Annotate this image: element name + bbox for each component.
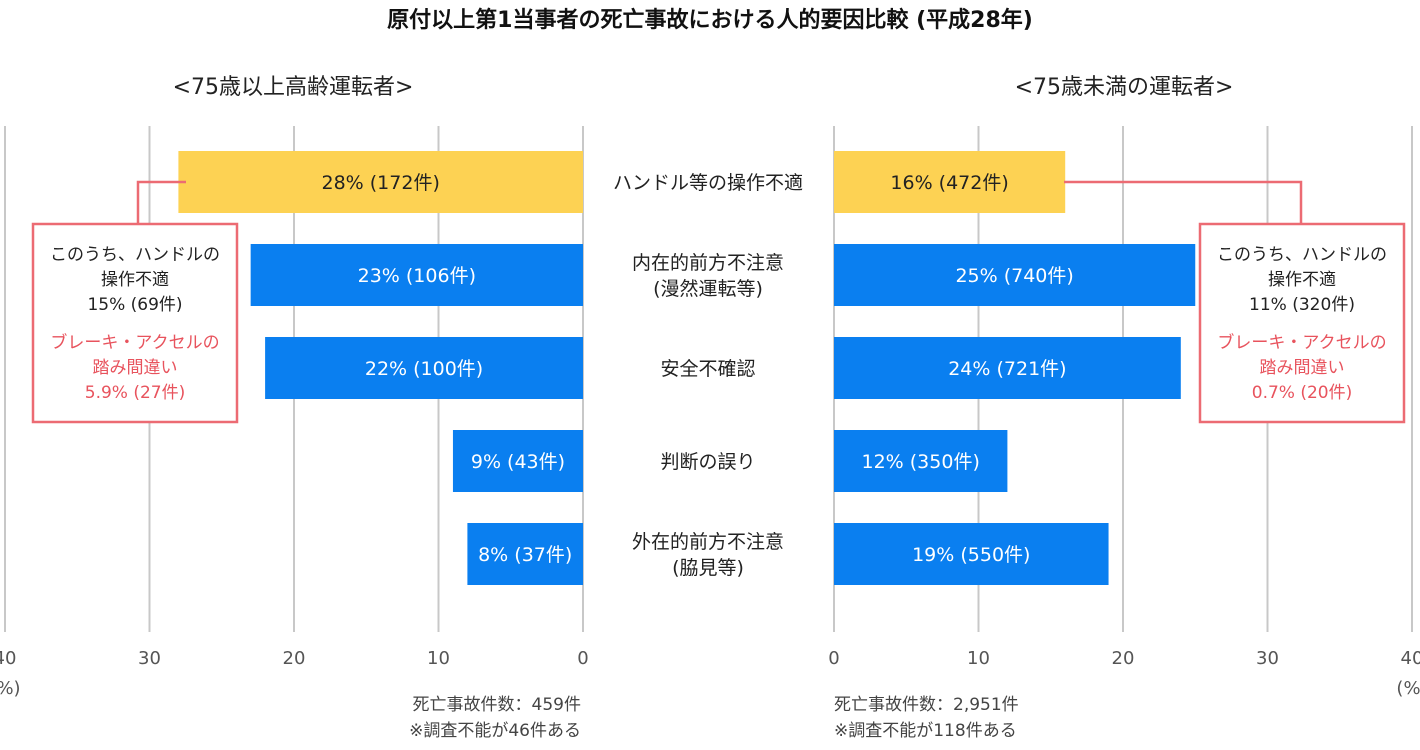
- bar-label-left-0: 28% (172件): [322, 172, 440, 194]
- bar-label-left-4: 8% (37件): [478, 544, 572, 566]
- tick-label-left-20: 20: [283, 648, 306, 669]
- callout-box-left: [31, 222, 239, 424]
- bar-label-right-3: 12% (350件): [862, 451, 980, 473]
- tick-label-right-40: 40: [1401, 648, 1420, 669]
- note-left-0: 死亡事故件数：459件: [413, 695, 581, 715]
- unit-label-left: (%): [0, 678, 21, 699]
- callout-red-line-left-1: 踏み間違い: [93, 358, 178, 378]
- category-label-4-0: 外在的前方不注意: [632, 531, 784, 553]
- labels: 原付以上第1当事者の死亡事故における人的要因比較 (平成28年) 0 10 20 30 4…: [0, 7, 1420, 741]
- callout-red-line-right-1: 踏み間違い: [1260, 358, 1345, 378]
- callout-box-right: [1198, 222, 1406, 424]
- category-label-0-0: ハンドル等の操作不適: [613, 172, 803, 194]
- tick-label-left-40: 40: [0, 648, 16, 669]
- bar-left-3: [452, 430, 583, 492]
- tick-label-right-0: 0: [828, 648, 839, 669]
- category-label-4-1: (脇見等): [672, 557, 744, 579]
- callout-red-line-right-0: ブレーキ・アクセルの: [1217, 332, 1386, 353]
- callout-connector-right: [1064, 180, 1303, 224]
- tick-label-left-30: 30: [138, 648, 161, 669]
- note-right-0: 死亡事故件数：2,951件: [834, 695, 1019, 715]
- callout-line-left-2: 15% (69件): [87, 295, 182, 315]
- note-right-1: ※調査不能が118件ある: [834, 721, 1017, 741]
- tick-label-left-10: 10: [427, 648, 450, 669]
- bar-right-3: [834, 430, 1008, 492]
- callout-red-line-left-2: 5.9% (27件): [85, 383, 186, 403]
- tick-label-left-0: 0: [577, 648, 588, 669]
- series-title-left: <75歳以上高齢運転者>: [173, 75, 414, 100]
- category-label-1-1: (漫然運転等): [653, 278, 763, 300]
- bar-label-right-2: 24% (721件): [948, 358, 1066, 380]
- bar-label-left-1: 23% (106件): [358, 265, 476, 287]
- bar-label-right-4: 19% (550件): [912, 544, 1030, 566]
- category-label-2-0: 安全不確認: [660, 358, 755, 380]
- bar-label-right-1: 25% (740件): [955, 265, 1073, 287]
- bars: [178, 151, 1196, 585]
- category-label-3-0: 判断の誤り: [660, 451, 755, 473]
- tick-label-right-30: 30: [1256, 648, 1279, 669]
- bar-left-4: [467, 523, 583, 585]
- tick-label-right-20: 20: [1112, 648, 1135, 669]
- callout-red-line-left-0: ブレーキ・アクセルの: [50, 332, 219, 353]
- bar-label-left-3: 9% (43件): [471, 451, 565, 473]
- series-title-right: <75歳未満の運転者>: [1015, 75, 1234, 100]
- bar-right-0: [834, 151, 1066, 213]
- callout-line-left-0: このうち、ハンドルの: [50, 245, 220, 265]
- note-left-1: ※調査不能が46件ある: [409, 721, 581, 741]
- callout-red-line-right-2: 0.7% (20件): [1252, 383, 1353, 403]
- tick-label-right-10: 10: [967, 648, 990, 669]
- callout-line-left-1: 操作不適: [101, 270, 169, 290]
- callout-line-right-2: 11% (320件): [1249, 295, 1355, 315]
- unit-label-right: (%): [1396, 678, 1420, 699]
- callout-connector-left: [136, 180, 186, 224]
- chart-title: 原付以上第1当事者の死亡事故における人的要因比較 (平成28年): [387, 7, 1033, 33]
- bar-left-1: [250, 244, 583, 306]
- callout-line-right-1: 操作不適: [1268, 270, 1336, 290]
- bar-label-right-0: 16% (472件): [890, 172, 1008, 194]
- bar-right-4: [834, 523, 1109, 585]
- bar-right-2: [834, 337, 1181, 399]
- bar-label-left-2: 22% (100件): [365, 358, 483, 380]
- callout-line-right-0: このうち、ハンドルの: [1217, 245, 1387, 265]
- category-label-1-0: 内在的前方不注意: [632, 252, 784, 274]
- bar-right-1: [834, 244, 1196, 306]
- bar-left-0: [178, 151, 583, 213]
- bar-left-2: [265, 337, 583, 399]
